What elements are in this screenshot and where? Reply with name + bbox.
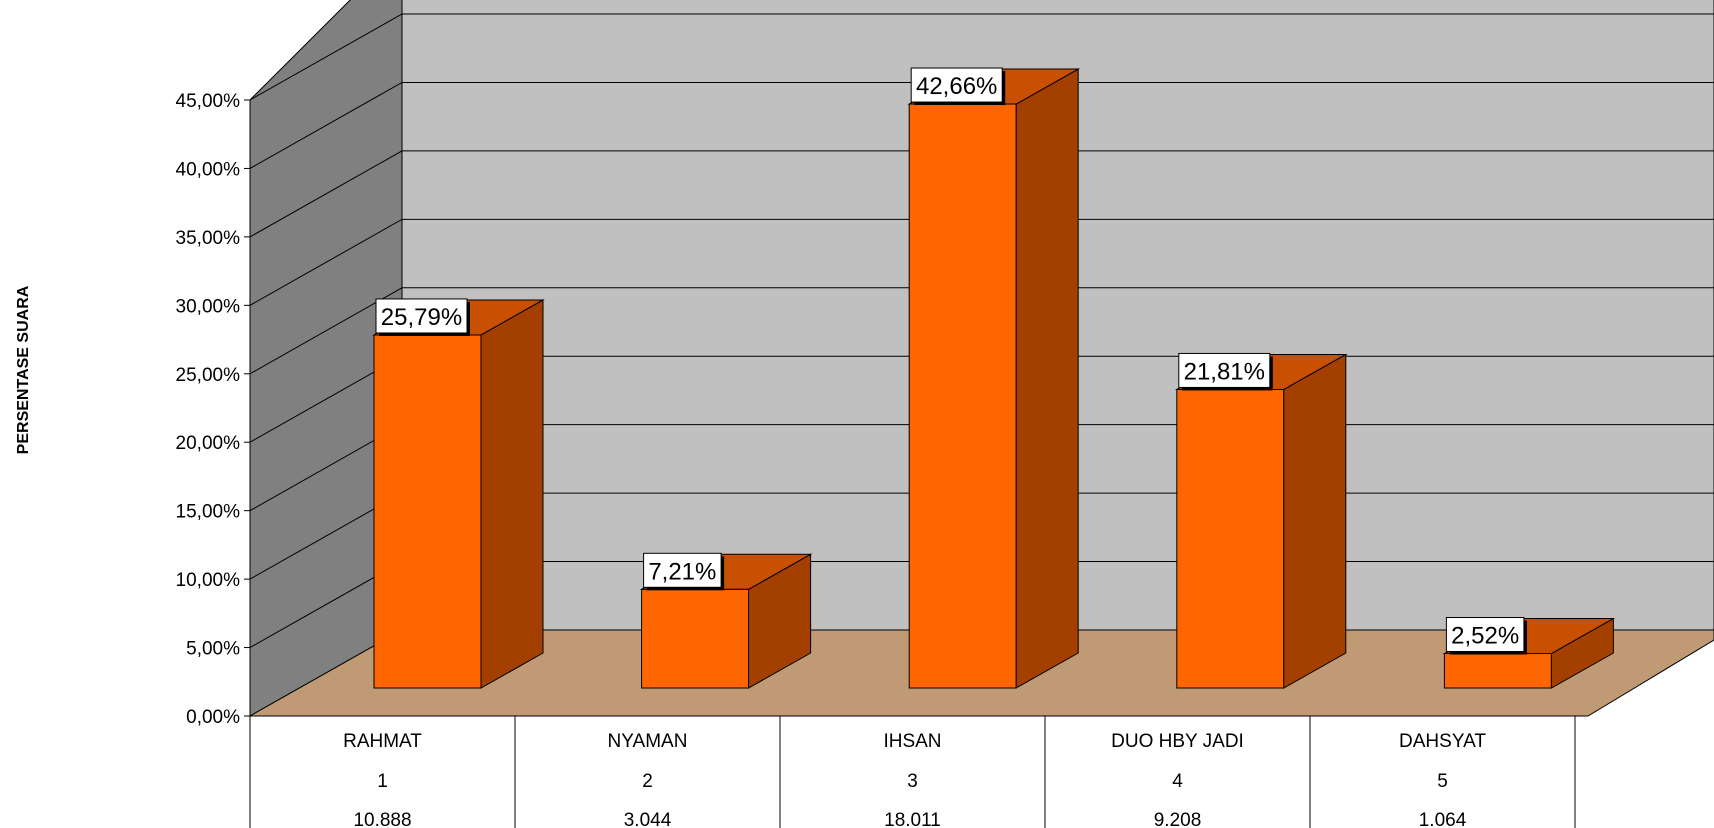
gridline xyxy=(249,287,1714,375)
y-tick-label: 35,00% xyxy=(176,228,241,249)
y-tick-label: 25,00% xyxy=(176,365,241,386)
category-votes: 1.064 xyxy=(1419,810,1467,828)
bar-nyaman: 7,21% xyxy=(639,552,813,689)
category-name: DUO HBY JADI xyxy=(1111,731,1244,752)
category-table: RAHMAT 1 10.888 NYAMAN 2 3.044 IHSAN 3 18.011 DUO… xyxy=(249,716,1576,828)
data-label: 42,66% xyxy=(916,73,997,100)
bars: 25,79% 7,21% 42,66% 21,81% 2,52% xyxy=(372,67,1616,689)
bar-front xyxy=(1176,388,1285,689)
category-number: 2 xyxy=(642,771,653,792)
category-name: RAHMAT xyxy=(343,731,422,752)
category-votes: 10.888 xyxy=(353,810,411,828)
data-label-box xyxy=(643,552,722,588)
category-votes: 18.011 xyxy=(884,810,941,828)
data-label: 7,21% xyxy=(648,558,716,585)
data-label: 21,81% xyxy=(1184,358,1265,385)
gridline xyxy=(249,218,1714,306)
category-name: IHSAN xyxy=(883,731,941,752)
data-label-box xyxy=(1178,352,1271,388)
bar-front xyxy=(641,588,750,689)
category-number: 5 xyxy=(1437,771,1448,792)
y-tick-label: 15,00% xyxy=(176,502,241,523)
data-label-box xyxy=(375,298,468,334)
category-name: DAHSYAT xyxy=(1399,731,1486,752)
y-tick-label: 30,00% xyxy=(176,296,241,317)
bar-dahsyat: 2,52% xyxy=(1442,617,1616,689)
category-number: 1 xyxy=(377,771,388,792)
y-tick-label: 20,00% xyxy=(176,433,241,454)
data-label-box xyxy=(1445,617,1525,653)
y-tick-label: 0,00% xyxy=(186,707,240,728)
bar-ihsan: 42,66% xyxy=(907,67,1081,689)
gridline xyxy=(249,13,1714,101)
category-number: 4 xyxy=(1172,771,1183,792)
y-tick-label: 40,00% xyxy=(176,159,241,180)
data-label: 2,52% xyxy=(1451,623,1519,650)
y-axis-ticks: 0,00% 5,00% 10,00% 15,00% 20,00% 25,00% 30,00%… xyxy=(176,91,251,728)
category-number: 3 xyxy=(907,771,918,792)
y-tick-label: 45,00% xyxy=(176,91,241,112)
bar-front xyxy=(1443,653,1552,689)
bar-front xyxy=(373,334,482,689)
bar-side xyxy=(1015,68,1079,689)
bar-side xyxy=(480,299,544,689)
y-tick-label: 10,00% xyxy=(176,570,241,591)
bar-front xyxy=(908,103,1017,689)
category-votes: 3.044 xyxy=(624,810,672,828)
bar-rahmat: 25,79% xyxy=(372,298,545,689)
bar-side xyxy=(1283,353,1347,689)
gridline xyxy=(249,150,1714,238)
y-tick-label: 5,00% xyxy=(186,639,240,660)
data-label-box xyxy=(910,67,1003,103)
y-axis-label: PERSENTASE SUARA xyxy=(15,285,32,454)
category-votes: 9.208 xyxy=(1154,810,1202,828)
gridline xyxy=(249,81,1714,169)
data-label: 25,79% xyxy=(381,304,462,331)
category-name: NYAMAN xyxy=(608,731,688,752)
bar-duo-hby-jadi: 21,81% xyxy=(1174,352,1348,689)
